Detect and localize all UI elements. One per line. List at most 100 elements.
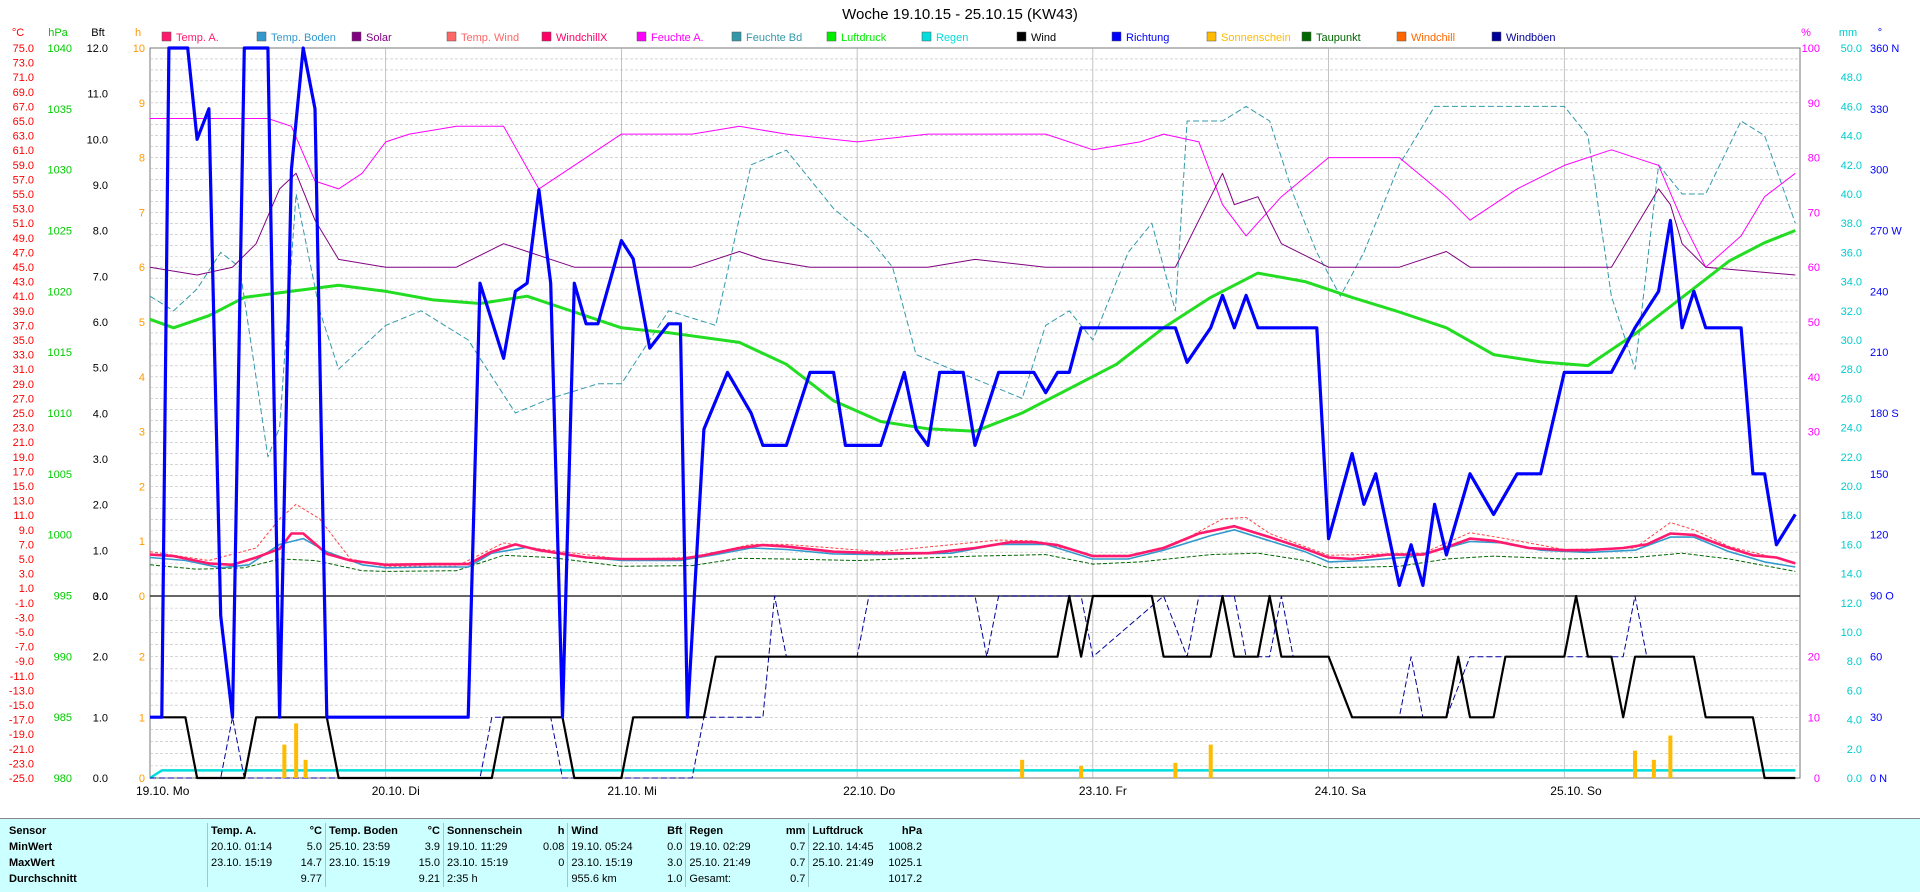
direction-tick-label: 60 [1870,651,1882,663]
legend-swatch [921,31,932,42]
temp-tick-label: 71.0 [13,72,34,84]
temp-tick-label: 63.0 [13,131,34,143]
temp-b-value: 3.9 [424,841,440,853]
direction-tick-label: 180 S [1870,408,1899,420]
legend-label: Temp. Wind [461,32,519,44]
pressure-tick-label: 985 [54,712,72,724]
legend-swatch [1396,31,1407,42]
rain-value: 0.7 [790,857,806,869]
temp-tick-label: 11.0 [13,510,34,522]
sun-tick-label: 4 [139,372,145,384]
humidity-lower-tick-label: 20 [1808,652,1820,664]
sun-tick-label: 6 [139,262,145,274]
legend-swatch [541,31,552,42]
temp-tick-label: -19.0 [9,729,34,741]
sun-tick-label: 7 [139,207,145,219]
temp-tick-label: 67.0 [13,101,34,113]
pressure-tick-label: 1035 [48,104,72,116]
plot-frame [149,47,1801,779]
legend-label: Feuchte A. [651,32,704,44]
temp-b-value: 9.21 [418,873,440,885]
legend-label: Feuchte Bd [746,32,802,44]
legend-label: WindchillX [556,32,608,44]
header-pressure: Luftdruck [808,823,886,839]
temp-tick-label: -25.0 [9,773,34,785]
temp-tick-label: -15.0 [9,700,34,712]
temp-tick-label: 59.0 [13,160,34,172]
rain-tick-label: 42.0 [1841,160,1862,172]
temp-tick-label: 7.0 [19,539,34,551]
bft-tick-label: 12.0 [87,43,108,55]
legend-swatch [1301,31,1312,42]
pressure-tick-label: 990 [54,651,72,663]
humidity-tick-label: 90 [1808,98,1820,110]
legend: Temp. A. Temp. Boden Solar Temp. Wind Windch… [161,31,1556,44]
humidity-tick-label: 50 [1808,317,1820,329]
humidity-lower-tick-label: 0 [1814,773,1820,785]
temp-tick-label: 17.0 [13,466,34,478]
bft-tick-label: 7.0 [93,271,108,283]
sun-tick-label: 0 [139,591,145,603]
rain-tick-label: 20.0 [1841,481,1862,493]
direction-tick-label: 0 N [1870,773,1887,785]
bft-lower-tick-label: 0.0 [93,773,108,785]
temp-tick-label: 49.0 [13,233,34,245]
pressure-tick-label: 1000 [48,530,72,542]
rain-tick-label: 2.0 [1847,744,1862,756]
humidity-tick-label: 40 [1808,372,1820,384]
day-label: 25.10. So [1550,784,1602,798]
temp-tick-label: -17.0 [9,715,34,727]
sunshine-bar [282,744,287,778]
temp-a-time: 23.10. 15:19 [207,855,289,871]
temp-tick-label: 5.0 [19,554,34,566]
sun-time: 19.10. 11:29 [443,839,540,855]
pressure-tick-label: 1020 [48,286,72,298]
pressure-tick-label: 1010 [48,408,72,420]
sun-tick-label: 5 [139,317,145,329]
legend-swatch [826,31,837,42]
sun-value: 0 [558,857,565,869]
header-temp-b: Temp. Boden [325,823,407,839]
sun-tick-label: 9 [139,98,145,110]
temp-tick-label: 27.0 [13,393,34,405]
temp-tick-label: 51.0 [13,218,34,230]
sun-time: 23.10. 15:19 [443,855,540,871]
series-temp-a- [149,524,1796,567]
temp-tick-label: 39.0 [13,306,34,318]
bft-lower-tick-label: 1.0 [93,712,108,724]
wind-time: 955.6 km [567,871,655,887]
bft-tick-label: 4.0 [93,408,108,420]
axes: 75.073.071.069.067.065.063.061.059.057.0… [9,43,1902,785]
sun-time: 2:35 h [443,871,540,887]
pressure-time [808,871,886,887]
temp-tick-label: 35.0 [13,335,34,347]
rain-tick-label: 32.0 [1841,306,1862,318]
temp-tick-label: -1.0 [15,598,34,610]
sunshine-bar [294,723,299,778]
rain-tick-label: 36.0 [1841,247,1862,259]
direction-tick-label: 330 [1870,104,1888,116]
legend-swatch [636,31,647,42]
sun-tick-label: 2 [139,481,145,493]
temp-tick-label: 61.0 [13,145,34,157]
temp-a-value: 9.77 [300,873,322,885]
rain-tick-label: 24.0 [1841,423,1862,435]
temp-unit: °C [12,27,24,39]
header-sensor: Sensor [9,825,47,837]
rain-time: Gesamt: [685,871,778,887]
pressure-unit: hPa [48,27,68,39]
bft-lower-tick-label: 3.0 [93,591,108,603]
pressure-tick-label: 1025 [48,226,72,238]
series-luftdruck [149,229,1796,433]
summary-row-avg: Durchschnitt 9.77 9.21 2:35 h 955.6 km 1… [6,871,925,887]
humidity-tick-label: 70 [1808,207,1820,219]
humidity-lower-tick-label: 10 [1808,712,1820,724]
temp-tick-label: 15.0 [13,481,34,493]
bft-tick-label: 5.0 [93,363,108,375]
day-label: 19.10. Mo [136,784,190,798]
rain-tick-label: 38.0 [1841,218,1862,230]
temp-b-time: 23.10. 15:19 [325,855,407,871]
direction-tick-label: 270 W [1870,226,1902,238]
bft-tick-label: 1.0 [93,545,108,557]
direction-tick-label: 120 [1870,530,1888,542]
